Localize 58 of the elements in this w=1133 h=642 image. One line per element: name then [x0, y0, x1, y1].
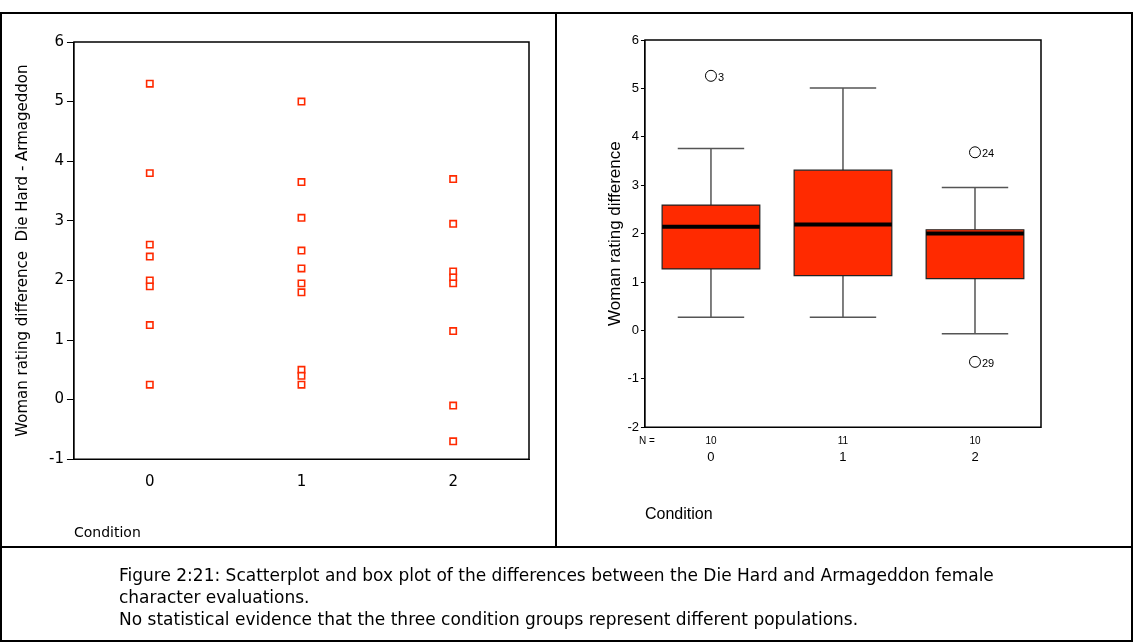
point — [449, 401, 458, 410]
y-tick-label: 5 — [631, 79, 639, 95]
y-tick-label: -2 — [627, 418, 639, 434]
point — [449, 437, 458, 446]
point — [449, 279, 458, 288]
point — [297, 178, 306, 187]
x-tick-label: 2 — [448, 472, 458, 491]
y-tick-label: 4 — [631, 128, 639, 144]
point — [145, 169, 154, 178]
point — [297, 213, 306, 222]
y-tick-label: 6 — [54, 31, 64, 50]
y-tick-label: 3 — [631, 176, 639, 192]
x-tick-label: 1 — [296, 472, 307, 491]
point — [145, 380, 154, 389]
point — [449, 175, 458, 184]
point — [297, 279, 306, 288]
text: 11 — [837, 434, 849, 446]
y-axis-title: Woman rating difference Die Hard - Armageddon — [12, 64, 31, 437]
point — [297, 371, 306, 380]
point — [145, 252, 154, 261]
point — [449, 327, 458, 336]
text: 10 — [705, 434, 717, 446]
y-tick-label: 3 — [54, 210, 64, 229]
text: No statistical evidence that the three condition groups represent different populations. — [119, 608, 860, 630]
y-tick-label: 6 — [631, 31, 639, 47]
y-tick-label: 1 — [631, 273, 639, 289]
x-tick-label: 1 — [839, 448, 847, 464]
point — [297, 246, 306, 255]
y-tick-label: 2 — [631, 225, 639, 241]
point — [297, 264, 306, 273]
point — [145, 240, 154, 249]
y-tick-label: 0 — [631, 321, 639, 337]
y-tick-label: 2 — [54, 270, 64, 289]
x-tick-label: 0 — [145, 472, 155, 491]
point — [297, 380, 306, 389]
annotation: 24 — [981, 147, 995, 160]
point — [297, 288, 306, 297]
point — [145, 282, 154, 291]
x-tick-label: 0 — [707, 448, 715, 464]
y-tick-label: -1 — [48, 449, 64, 468]
annotation: 29 — [981, 356, 995, 369]
y-tick-label: 1 — [54, 329, 64, 348]
y-axis-title: Woman rating difference — [604, 141, 624, 326]
point — [145, 321, 154, 330]
text: 10 — [969, 434, 981, 446]
point — [449, 219, 458, 228]
x-tick-label: 2 — [971, 448, 979, 464]
y-tick-label: 5 — [54, 91, 64, 110]
y-tick-label: 4 — [54, 151, 64, 170]
y-tick-label: 0 — [54, 389, 64, 408]
point — [145, 79, 154, 88]
x-axis-title: Condition — [73, 524, 141, 541]
text: N = — [639, 434, 656, 446]
x-axis-title: Condition — [644, 504, 713, 522]
point — [297, 97, 306, 106]
y-tick-label: -1 — [627, 370, 639, 386]
annotation: 3 — [717, 70, 725, 83]
caption: Figure 2:21: Scatterplot and box plot of the differences between the Die Hard and Armageddon female character evaluations. — [119, 564, 995, 608]
